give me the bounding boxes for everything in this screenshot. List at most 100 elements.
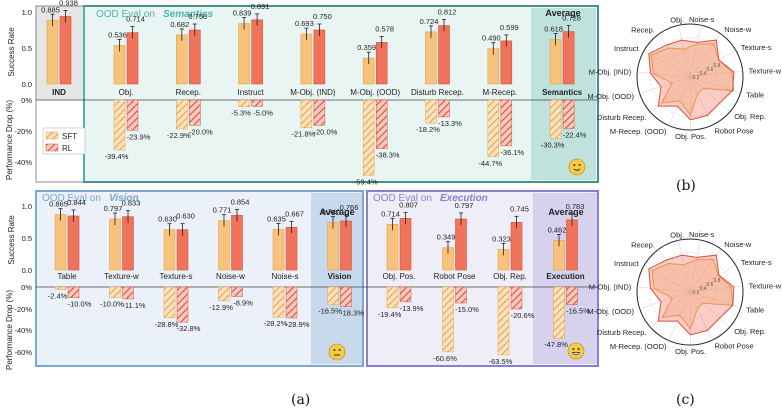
value-label-rl: 0.783 — [566, 202, 585, 211]
drop-label-sft: -59.4% — [354, 177, 378, 186]
drop-bar-sft — [553, 286, 565, 339]
tick-label-category: Texture-w — [104, 272, 139, 281]
bar-sft-1-sem — [176, 34, 188, 85]
value-label-rl: 0.630 — [176, 212, 195, 221]
drop-label-sft: -2.4% — [48, 292, 68, 301]
drop-label-rl: -20.0% — [314, 127, 338, 136]
tick-label-category: M-Obj. (OOD) — [350, 88, 400, 97]
drop-bar-sft — [487, 99, 500, 158]
bar-sft-2-sem — [238, 23, 250, 85]
tick-label-category: Noise-w — [216, 272, 245, 281]
radar-axis-label: Instruct — [614, 259, 640, 268]
drop-bar-sft — [163, 286, 176, 319]
drop-bar-rl — [231, 286, 243, 297]
drop-bar-rl — [510, 286, 523, 310]
drop-bar-rl — [285, 286, 298, 319]
radar-grid — [650, 37, 730, 117]
value-label-sft: 0.797 — [104, 204, 123, 213]
tick-label-category: Obj. Pos. — [383, 272, 416, 281]
drop-label-rl: -22.4% — [563, 130, 587, 139]
tick-label-category: Robot Pose — [434, 272, 476, 281]
bar-rl-3-sem — [313, 29, 326, 85]
value-label-rl: 0.728 — [562, 14, 581, 23]
smile-icon-eye — [573, 164, 576, 166]
radar-grid — [663, 50, 717, 104]
drop-label-rl: -28.9% — [286, 320, 310, 329]
semantics-frame — [83, 5, 599, 183]
radar-axis-label: Recep. — [631, 241, 655, 250]
radar-axis-label: Noise-s — [689, 230, 715, 239]
radar-axis-label: Robot Pose — [715, 342, 754, 351]
radar-axis-label: Texture-w — [749, 66, 782, 75]
drop-label-rl: -16.5% — [566, 307, 590, 316]
radar-axis-label: M-Obj. (OOD) — [587, 307, 634, 316]
drop-label-rl: -8.9% — [233, 299, 253, 308]
radar-axis-label: Obj. Rep. — [734, 327, 766, 336]
radar-sft-b — [650, 43, 735, 116]
radar-spoke — [689, 76, 691, 130]
drop-label-sft: -22.9% — [167, 131, 191, 140]
drop-bar-rl — [562, 99, 575, 129]
value-label-sft: 0.693 — [295, 19, 314, 28]
drop-label-rl: -11.1% — [122, 301, 146, 310]
drop-bar-sft — [54, 286, 67, 290]
bar-sft-3-vis — [218, 220, 230, 271]
radar-axis-label: Obj. — [670, 15, 684, 24]
bar-rl-1-exe — [455, 218, 467, 271]
radar-axis-label: M-Recep. (OOD) — [610, 342, 667, 351]
ytick-drop-bottom: -60% — [14, 348, 32, 357]
bar-sft-0-exe — [386, 224, 399, 271]
radar-rl-b — [648, 39, 735, 121]
tick-label-category: Obj. — [119, 88, 134, 97]
radar-tick: 0.8 — [714, 63, 721, 69]
radar-spoke — [689, 264, 736, 293]
bar-rl-4-sem — [375, 42, 388, 85]
neutral-face-icon-eye — [333, 349, 336, 351]
drop-bar-rl — [126, 99, 139, 131]
value-label-rl: 0.844 — [67, 198, 86, 207]
legend-swatch-sft — [45, 131, 59, 140]
bar-sft-5-sem — [425, 31, 437, 85]
bar-rl-0-ind — [59, 16, 72, 85]
ytick-drop-top: 0% — [21, 96, 32, 105]
legend-swatch-rl — [45, 143, 59, 152]
radar-axis-label: Texture-s — [741, 43, 772, 52]
radar-spoke — [689, 291, 713, 341]
ylabel-drop-top: Performance Drop (%) — [5, 100, 14, 180]
sem-title: OOD Eval on — [96, 9, 155, 20]
tick-label-category: M-Obj. (IND) — [290, 88, 336, 97]
radar-tick: 0.6 — [707, 282, 714, 288]
value-label-sft: 0.359 — [357, 43, 376, 52]
grin-face-icon-eye — [577, 348, 580, 350]
radar-axis-label: M-Obj. (OOD) — [587, 92, 634, 101]
radar-spoke — [689, 240, 701, 293]
value-label-rl: 0.833 — [122, 199, 141, 208]
value-label-sft: 0.771 — [213, 206, 232, 215]
radar-axis-label: Disturb Recep. — [597, 328, 647, 337]
ytick-top: 0.0 — [22, 80, 32, 89]
drop-bar-rl — [375, 99, 388, 149]
radar-spoke — [689, 33, 721, 78]
bar-rl-2-vis — [176, 229, 189, 271]
value-label-rl: 0.797 — [455, 201, 474, 210]
bar-sft-5-vis — [327, 222, 339, 271]
radar-spoke — [643, 265, 691, 293]
vis-title-em: Vision — [109, 193, 139, 204]
drop-label-rl: -20.6% — [511, 311, 535, 320]
radar-axis-label: Obj. — [670, 230, 684, 239]
drop-bar-sft — [425, 99, 437, 124]
radar-axis-label: Texture-w — [749, 281, 782, 290]
value-label-sft: 0.682 — [170, 20, 189, 29]
legend-label-rl: RL — [62, 144, 73, 153]
tick-label-category: Noise-s — [271, 272, 298, 281]
tick-label-category: IND — [52, 88, 66, 97]
drop-bar-rl — [566, 286, 578, 305]
radar-spoke — [689, 76, 713, 126]
ytick-bottom: 1.0 — [22, 202, 32, 211]
drop-bar-rl — [176, 286, 189, 323]
bar-rl-4-vis — [285, 227, 298, 271]
drop-label-rl: -38.3% — [376, 151, 400, 160]
ytick-drop-bottom: -40% — [14, 326, 32, 335]
drop-label-rl: -36.1% — [500, 148, 524, 157]
